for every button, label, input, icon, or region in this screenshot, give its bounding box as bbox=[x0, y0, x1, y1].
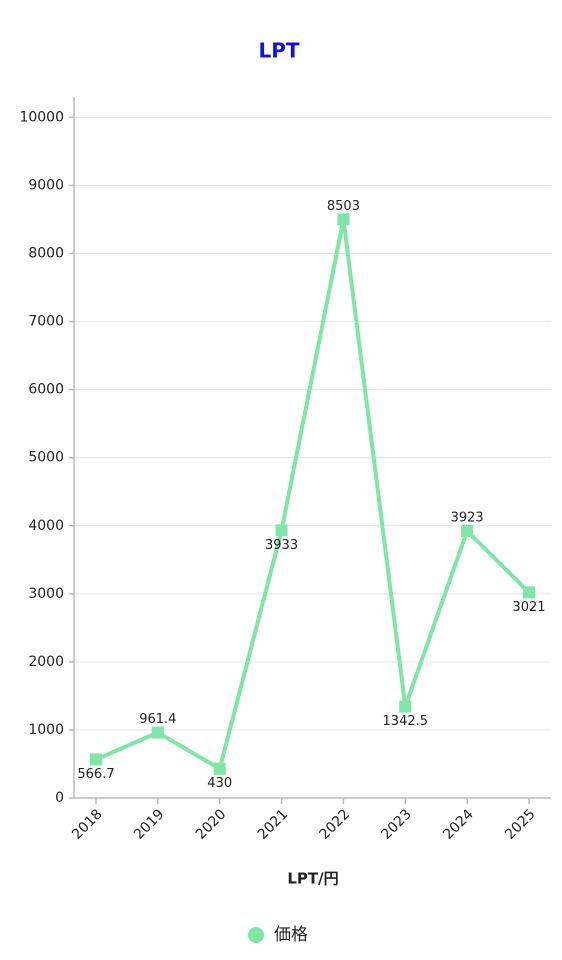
chart-title: LPT bbox=[258, 39, 299, 63]
x-axis-title: LPT/円 bbox=[287, 870, 338, 888]
marker bbox=[399, 700, 412, 713]
legend-marker bbox=[248, 927, 264, 943]
marker bbox=[523, 586, 535, 599]
x-tick-label: 2022 bbox=[317, 806, 354, 843]
legend-label: 価格 bbox=[274, 925, 308, 945]
line bbox=[95, 217, 531, 771]
marker bbox=[90, 753, 102, 766]
x-tick-label: 2020 bbox=[193, 806, 230, 843]
x-tick-label: 2023 bbox=[378, 806, 415, 843]
marker bbox=[275, 524, 288, 537]
x-tick-label: 2024 bbox=[440, 806, 477, 843]
marker bbox=[151, 726, 164, 739]
y-tick-label: 2000 bbox=[28, 654, 64, 670]
marker bbox=[461, 525, 474, 538]
data-label: 430 bbox=[207, 776, 232, 791]
data-label: 3021 bbox=[512, 600, 545, 615]
data-label: 3923 bbox=[451, 511, 484, 526]
y-tick-label: 0 bbox=[55, 790, 64, 806]
y-tick-label: 9000 bbox=[28, 177, 64, 193]
data-label: 566.7 bbox=[77, 767, 114, 782]
data-label: 961.4 bbox=[139, 712, 176, 727]
y-tick-label: 6000 bbox=[28, 382, 64, 398]
y-tick-label: 5000 bbox=[28, 450, 64, 466]
x-tick-label: 2018 bbox=[69, 806, 106, 843]
x-tick-label: 2021 bbox=[255, 806, 292, 843]
x-tick-label: 2019 bbox=[131, 806, 168, 843]
y-tick-label: 10000 bbox=[19, 109, 64, 125]
y-tick-label: 7000 bbox=[28, 314, 64, 330]
marker bbox=[337, 213, 350, 226]
y-tick-label: 3000 bbox=[28, 586, 64, 602]
data-label: 3933 bbox=[265, 538, 298, 553]
y-tick-label: 8000 bbox=[28, 246, 64, 262]
y-tick-label: 1000 bbox=[28, 722, 64, 738]
y-tick-label: 4000 bbox=[28, 518, 64, 534]
marker bbox=[213, 762, 226, 775]
data-label: 1342.5 bbox=[383, 714, 429, 729]
x-tick-label: 2025 bbox=[502, 806, 539, 843]
data-label: 8503 bbox=[327, 199, 360, 214]
